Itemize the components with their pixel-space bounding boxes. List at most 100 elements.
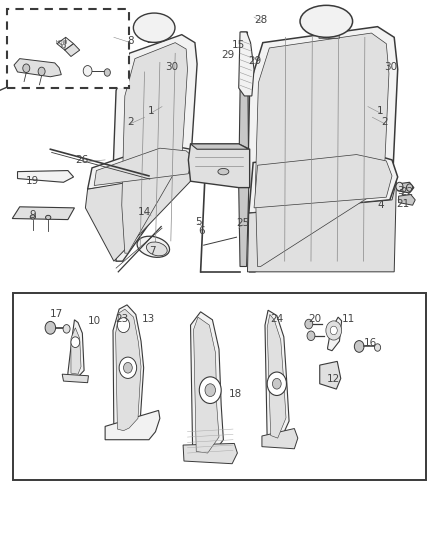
Polygon shape [112, 35, 197, 261]
Circle shape [23, 64, 30, 72]
Text: 17: 17 [49, 310, 63, 319]
Text: 11: 11 [342, 314, 355, 324]
Polygon shape [239, 32, 249, 266]
Text: 13: 13 [141, 314, 155, 324]
Polygon shape [113, 305, 144, 436]
Circle shape [396, 182, 403, 191]
Circle shape [117, 318, 130, 333]
Ellipse shape [133, 13, 175, 43]
Polygon shape [71, 328, 81, 374]
Text: 29: 29 [248, 56, 261, 66]
Text: HOW: HOW [55, 39, 67, 45]
Text: 7: 7 [149, 246, 156, 255]
Polygon shape [254, 155, 392, 208]
Polygon shape [328, 20, 339, 38]
Text: 5: 5 [195, 217, 202, 227]
Ellipse shape [137, 236, 170, 257]
Polygon shape [122, 43, 187, 253]
Polygon shape [399, 195, 415, 205]
Polygon shape [247, 27, 398, 272]
Ellipse shape [30, 215, 35, 219]
Circle shape [205, 384, 215, 397]
Polygon shape [249, 150, 398, 213]
Text: 12: 12 [327, 374, 340, 384]
Polygon shape [328, 317, 342, 351]
Polygon shape [265, 310, 289, 442]
Circle shape [38, 67, 45, 76]
Polygon shape [65, 44, 80, 56]
Polygon shape [148, 27, 160, 43]
Polygon shape [183, 443, 237, 464]
Text: 9: 9 [29, 210, 36, 220]
Polygon shape [191, 144, 249, 149]
FancyBboxPatch shape [7, 9, 129, 88]
Circle shape [119, 357, 137, 378]
Circle shape [267, 372, 286, 395]
Text: 30: 30 [384, 62, 397, 71]
FancyBboxPatch shape [13, 293, 426, 480]
Text: 18: 18 [229, 390, 242, 399]
Polygon shape [262, 429, 298, 449]
Circle shape [326, 321, 342, 340]
Polygon shape [398, 182, 414, 193]
Polygon shape [88, 144, 197, 189]
Polygon shape [267, 314, 286, 438]
Circle shape [305, 319, 313, 329]
Circle shape [199, 377, 221, 403]
Text: 28: 28 [254, 15, 267, 25]
Polygon shape [62, 374, 88, 383]
Circle shape [330, 326, 337, 335]
Polygon shape [239, 32, 254, 96]
Text: 25: 25 [236, 219, 249, 228]
Polygon shape [105, 410, 160, 440]
Polygon shape [247, 181, 396, 272]
Circle shape [406, 184, 413, 191]
Ellipse shape [300, 5, 353, 37]
Polygon shape [319, 20, 334, 38]
Polygon shape [85, 171, 197, 261]
Text: 1: 1 [377, 106, 384, 116]
Text: 24: 24 [270, 314, 283, 324]
Polygon shape [188, 144, 250, 188]
Text: 21: 21 [396, 199, 410, 208]
Circle shape [307, 331, 315, 341]
Polygon shape [68, 320, 84, 378]
Text: 14: 14 [138, 207, 151, 216]
Text: 2: 2 [381, 117, 388, 127]
Text: 30: 30 [166, 62, 179, 71]
Text: 2: 2 [127, 117, 134, 127]
Text: 29: 29 [222, 50, 235, 60]
Circle shape [124, 362, 132, 373]
Polygon shape [194, 317, 219, 453]
Text: 4: 4 [377, 200, 384, 210]
Polygon shape [94, 148, 193, 185]
Polygon shape [191, 312, 223, 457]
Text: 19: 19 [26, 176, 39, 186]
Circle shape [45, 321, 56, 334]
Ellipse shape [46, 215, 51, 220]
Text: TO: TO [59, 44, 66, 50]
Text: 20: 20 [308, 314, 321, 324]
Text: 3: 3 [397, 187, 404, 196]
Text: 23: 23 [115, 314, 128, 324]
Circle shape [63, 325, 70, 333]
Circle shape [71, 337, 80, 348]
Polygon shape [57, 37, 74, 50]
Polygon shape [18, 171, 74, 182]
Text: 6: 6 [198, 227, 205, 236]
Ellipse shape [218, 168, 229, 175]
Circle shape [83, 66, 92, 76]
Text: 16: 16 [364, 338, 377, 348]
Polygon shape [320, 361, 341, 389]
Circle shape [104, 69, 110, 76]
Circle shape [272, 378, 281, 389]
Ellipse shape [146, 242, 167, 256]
Circle shape [374, 344, 381, 351]
Text: 1: 1 [148, 106, 155, 116]
Polygon shape [14, 59, 61, 77]
Polygon shape [255, 33, 389, 266]
Polygon shape [116, 309, 141, 431]
Text: 10: 10 [88, 317, 101, 326]
Text: 15: 15 [232, 40, 245, 50]
Text: 8: 8 [127, 36, 134, 45]
